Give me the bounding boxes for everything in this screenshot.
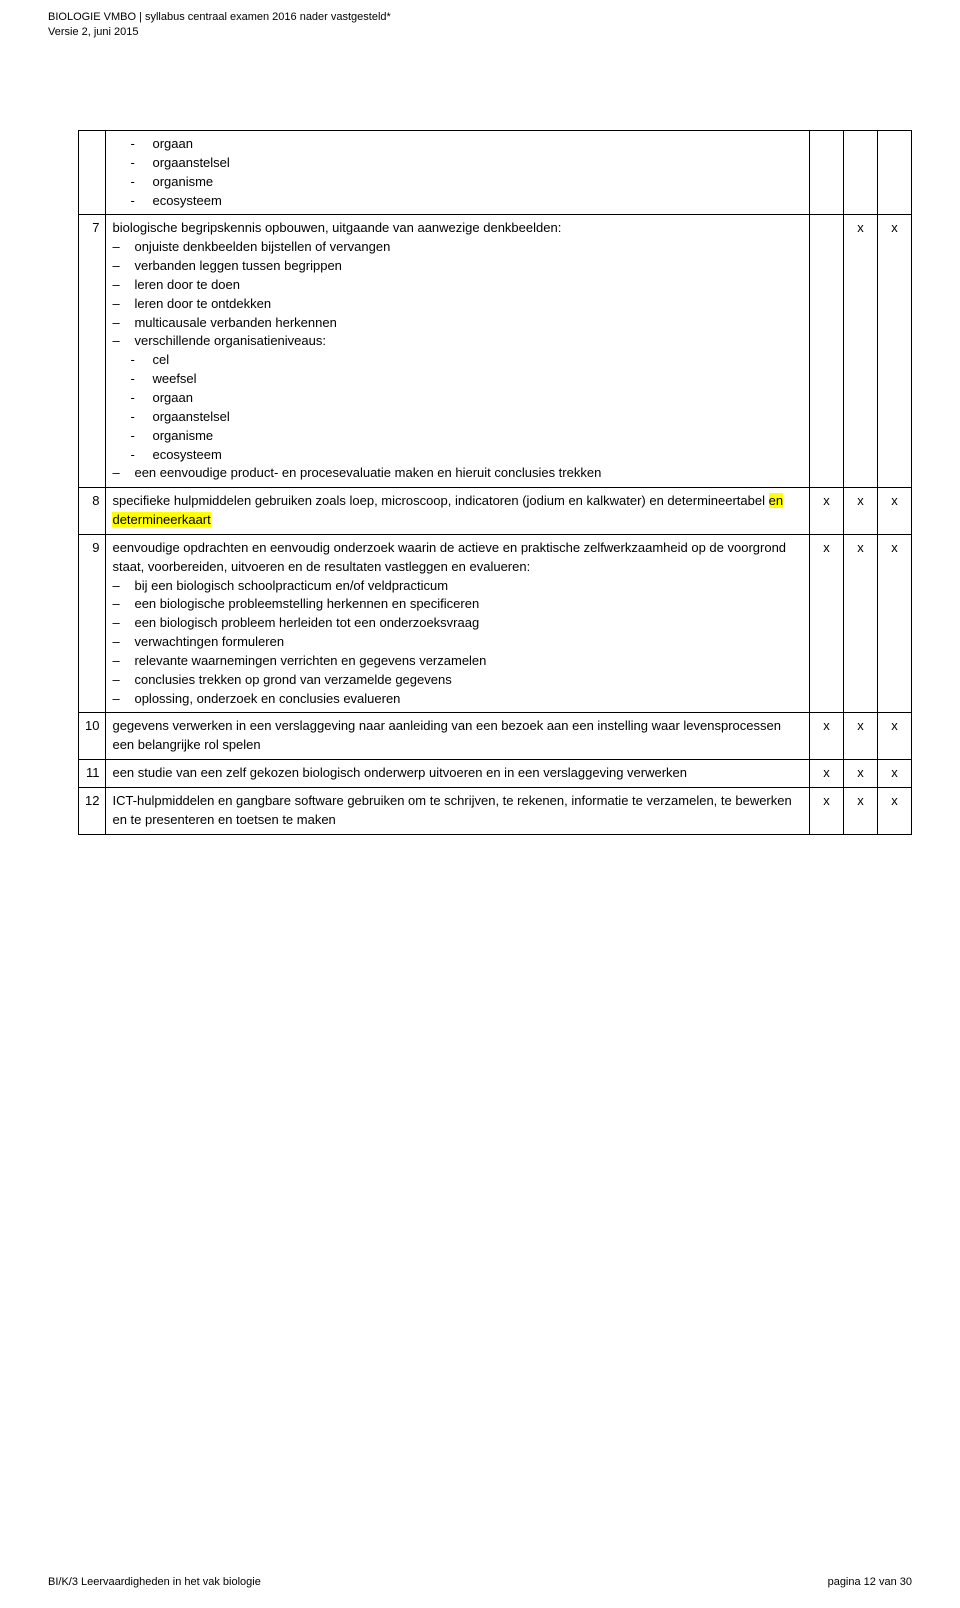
list-item: leren door te ontdekken [134,295,803,314]
table-row: 9 eenvoudige opdrachten en eenvoudig ond… [79,534,912,713]
mark-cell: x [810,713,844,760]
row-number: 10 [79,713,106,760]
mark-cell: x [878,713,912,760]
table-row: 8 specifieke hulpmiddelen gebruiken zoal… [79,488,912,535]
row-number: 8 [79,488,106,535]
row-desc: een studie van een zelf gekozen biologis… [106,760,810,788]
footer-left: BI/K/3 Leervaardigheden in het vak biolo… [48,1576,261,1588]
row-number: 11 [79,760,106,788]
list-item: ecosysteem [152,192,803,211]
row-desc: gegevens verwerken in een verslaggeving … [106,713,810,760]
list-item: verbanden leggen tussen begrippen [134,257,803,276]
mark-cell: x [810,760,844,788]
mark-cell: x [844,488,878,535]
list-item: leren door te doen [134,276,803,295]
mark-cell [878,131,912,215]
mark-cell [810,215,844,488]
page-header: BIOLOGIE VMBO | syllabus centraal examen… [48,10,391,41]
mark-cell [844,131,878,215]
list-item: weefsel [152,370,803,389]
mark-cell: x [844,534,878,713]
table-row: orgaan orgaanstelsel organisme ecosystee… [79,131,912,215]
list-item: ecosysteem [152,446,803,465]
page-footer: BI/K/3 Leervaardigheden in het vak biolo… [48,1576,912,1588]
table-row: 10 gegevens verwerken in een verslaggevi… [79,713,912,760]
list-item: cel [152,351,803,370]
list-item: multicausale verbanden herkennen [134,314,803,333]
mark-cell: x [810,534,844,713]
row-number: 12 [79,788,106,835]
list-item: oplossing, onderzoek en conclusies evalu… [134,690,803,709]
row-desc: biologische begripskennis opbouwen, uitg… [106,215,810,488]
row-lead: eenvoudige opdrachten en eenvoudig onder… [112,540,786,574]
mark-cell: x [810,788,844,835]
mark-cell: x [844,713,878,760]
row-desc: eenvoudige opdrachten en eenvoudig onder… [106,534,810,713]
list-item: verschillende organisatieniveaus: [134,332,803,351]
row-number: 7 [79,215,106,488]
table-row: 7 biologische begripskennis opbouwen, ui… [79,215,912,488]
row-lead: biologische begripskennis opbouwen, uitg… [112,220,561,235]
main-content: orgaan orgaanstelsel organisme ecosystee… [78,130,912,835]
mark-cell: x [878,788,912,835]
header-line-1: BIOLOGIE VMBO | syllabus centraal examen… [48,10,391,25]
row-desc: orgaan orgaanstelsel organisme ecosystee… [106,131,810,215]
mark-cell: x [844,788,878,835]
table-row: 12 ICT-hulpmiddelen en gangbare software… [79,788,912,835]
row-text-a: specifieke hulpmiddelen gebruiken zoals … [112,493,768,508]
header-line-2: Versie 2, juni 2015 [48,25,391,40]
mark-cell: x [844,760,878,788]
row-number [79,131,106,215]
row-desc: ICT-hulpmiddelen en gangbare software ge… [106,788,810,835]
table-row: 11 een studie van een zelf gekozen biolo… [79,760,912,788]
syllabus-table: orgaan orgaanstelsel organisme ecosystee… [78,130,912,835]
list-item: organisme [152,173,803,192]
footer-right: pagina 12 van 30 [828,1576,912,1588]
mark-cell: x [878,488,912,535]
row-desc: specifieke hulpmiddelen gebruiken zoals … [106,488,810,535]
list-item: conclusies trekken op grond van verzamel… [134,671,803,690]
list-item: orgaanstelsel [152,408,803,427]
mark-cell: x [810,488,844,535]
row-number: 9 [79,534,106,713]
list-item: organisme [152,427,803,446]
list-item: orgaanstelsel [152,154,803,173]
mark-cell: x [878,760,912,788]
list-item: onjuiste denkbeelden bijstellen of verva… [134,238,803,257]
mark-cell [810,131,844,215]
mark-cell: x [878,215,912,488]
list-item: een biologische probleemstelling herkenn… [134,595,803,614]
list-item: orgaan [152,135,803,154]
mark-cell: x [844,215,878,488]
list-item: verwachtingen formuleren [134,633,803,652]
list-item: bij een biologisch schoolpracticum en/of… [134,577,803,596]
mark-cell: x [878,534,912,713]
list-item: een eenvoudige product- en procesevaluat… [134,464,803,483]
list-item: orgaan [152,389,803,408]
list-item: relevante waarnemingen verrichten en geg… [134,652,803,671]
list-item: een biologisch probleem herleiden tot ee… [134,614,803,633]
